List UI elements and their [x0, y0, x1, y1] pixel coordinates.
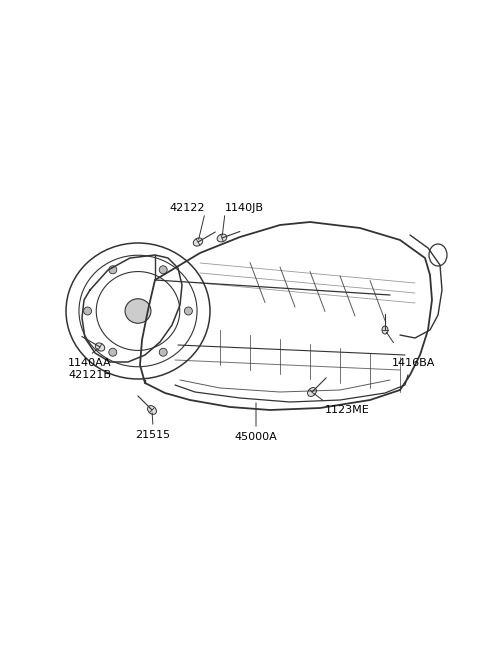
Text: 1416BA: 1416BA	[392, 358, 435, 368]
Text: 42121B: 42121B	[68, 370, 111, 380]
Text: 1140JB: 1140JB	[225, 203, 264, 213]
Ellipse shape	[84, 307, 92, 315]
Ellipse shape	[125, 299, 151, 323]
Ellipse shape	[159, 348, 167, 356]
Ellipse shape	[109, 266, 117, 274]
Ellipse shape	[96, 343, 105, 351]
Text: 1140AA: 1140AA	[68, 358, 112, 368]
Ellipse shape	[159, 266, 167, 274]
Ellipse shape	[109, 348, 117, 356]
Ellipse shape	[147, 405, 156, 415]
Text: 45000A: 45000A	[235, 432, 277, 442]
Text: 42122: 42122	[169, 203, 205, 213]
Ellipse shape	[184, 307, 192, 315]
Ellipse shape	[382, 326, 388, 334]
Ellipse shape	[308, 388, 316, 396]
Ellipse shape	[193, 238, 203, 246]
Text: 1123ME: 1123ME	[325, 405, 370, 415]
Text: 21515: 21515	[135, 430, 170, 440]
Ellipse shape	[217, 234, 227, 242]
